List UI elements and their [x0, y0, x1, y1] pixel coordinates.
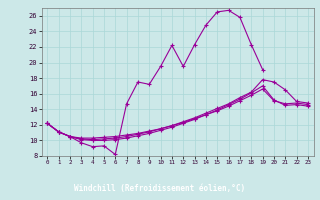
Text: Windchill (Refroidissement éolien,°C): Windchill (Refroidissement éolien,°C)	[75, 184, 245, 193]
